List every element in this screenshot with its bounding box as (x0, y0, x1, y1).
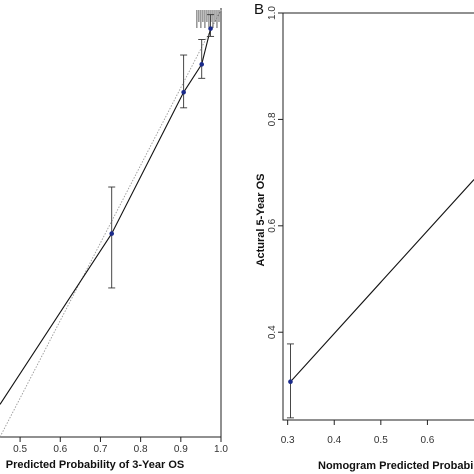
panel-b-calibration-line (290, 179, 474, 383)
panel-a-data-point (199, 62, 205, 67)
panel-b-y-tick-label: 0.4 (267, 325, 278, 339)
panel-b-y-tick-label: 0.8 (267, 112, 278, 126)
panel-a-x-tick-label: 0.7 (94, 444, 108, 455)
panel-a-x-tick-label: 1.0 (214, 444, 228, 455)
panel-b-data-point (288, 379, 293, 384)
panel-a-x-tick-label: 0.9 (174, 444, 188, 455)
panel-a-x-tick-label: 0.8 (134, 444, 148, 455)
panel-b-y-tick-label: 1.0 (267, 6, 278, 20)
panel-b-x-tick-label: 0.4 (327, 435, 341, 446)
panel-a-calibration-line (0, 28, 212, 405)
panel-b-x-tick-label: 0.6 (420, 435, 434, 446)
panel-a-x-tick-label: 0.6 (53, 444, 67, 455)
panel-b-y-tick-label: 0.6 (267, 218, 278, 232)
panel-a-x-tick-label: 0.5 (13, 444, 27, 455)
panel-b-x-tick-label: 0.3 (281, 435, 295, 446)
panel-a-calibration-plot: 0.5 0.6 0.7 0.8 0.9 1.0 Predicted Probability … (0, 8, 228, 471)
panel-a-x-axis-title: Predicted Probability of 3-Year OS (6, 459, 185, 471)
panel-a-data-point (109, 231, 115, 236)
panel-b-plot-border (282, 12, 474, 421)
panel-b-x-axis-title: Nomogram Predicted Probabi (318, 460, 473, 472)
panel-b-letter: B (254, 1, 264, 18)
panel-a-ideal-line (0, 9, 222, 438)
panel-b-x-tick-label: 0.5 (374, 435, 388, 446)
panel-b-y-axis-title: Actural 5-Year OS (255, 174, 267, 267)
panel-a-data-point (181, 89, 186, 95)
panel-a-data-point (208, 26, 213, 31)
